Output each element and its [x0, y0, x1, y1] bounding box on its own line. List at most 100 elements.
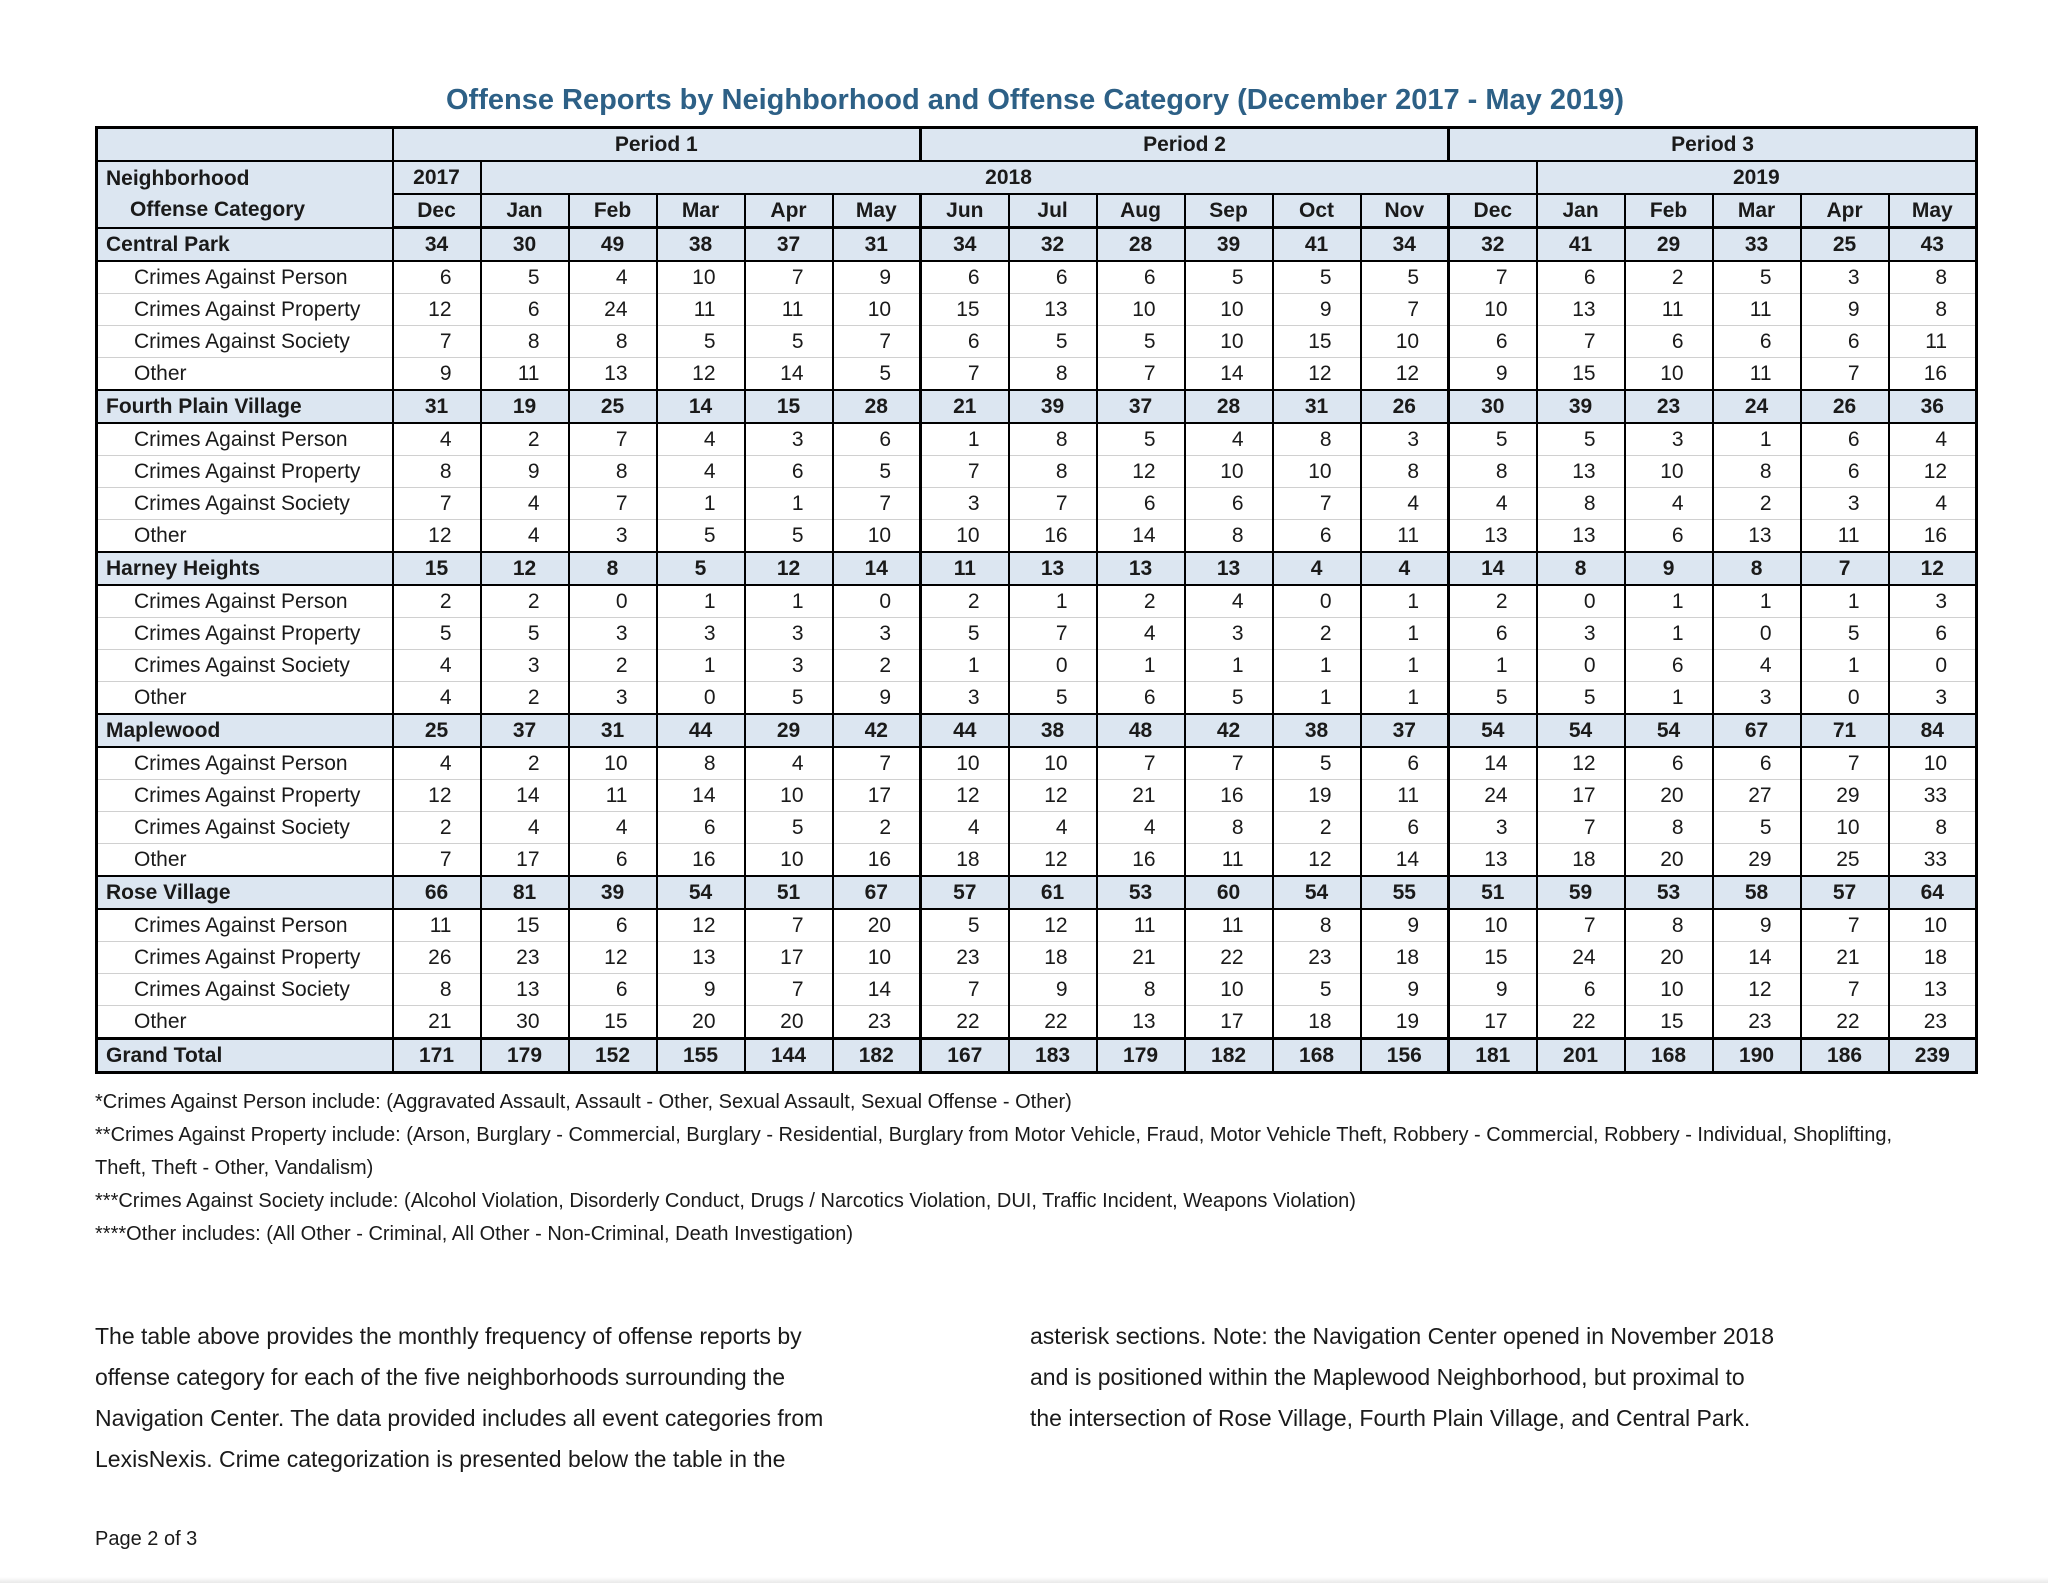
- offense-category-row-value: 12: [1095, 455, 1185, 488]
- offense-category-row-value: 24: [567, 293, 657, 326]
- grand-total-row-value: 171: [391, 1037, 481, 1073]
- year-2019-header: 2019: [1535, 161, 1977, 195]
- grand-total-row-value: 155: [655, 1037, 745, 1073]
- offense-category-row-value: 20: [1623, 941, 1713, 974]
- grand-total-row-value: 168: [1623, 1037, 1713, 1073]
- neighborhood-total-row: Maplewood 25 37 31 44 29 42 44 38 48 42 38 37 54 54 54 6…: [95, 713, 1977, 748]
- offense-category-row-value: 11: [479, 357, 569, 390]
- offense-category-row-value: 12: [1007, 843, 1097, 876]
- offense-category-row-value: 11: [1711, 357, 1801, 390]
- offense-category-row-value: 10: [743, 779, 833, 812]
- offense-category-row-value: 18: [1887, 941, 1977, 974]
- offense-category-row-value: 14: [1447, 746, 1537, 780]
- offense-category-row-value: 12: [1359, 357, 1449, 390]
- offense-category-row-value: 4: [1447, 487, 1537, 520]
- offense-category-row-value: 11: [1359, 779, 1449, 812]
- neighborhood-total-row-value: 48: [1095, 713, 1185, 748]
- offense-category-row-value: 5: [743, 519, 833, 552]
- offense-category-row-value: 3: [743, 617, 833, 650]
- neighborhood-total-row-value: 8: [1711, 551, 1801, 586]
- neighborhood-total-row-value: 31: [391, 389, 481, 424]
- month-header: Feb: [1623, 194, 1713, 229]
- offense-category-row-value: 7: [1799, 973, 1889, 1006]
- offense-category-row-value: 8: [1271, 422, 1361, 456]
- offense-category-row-value: 2: [479, 422, 569, 456]
- neighborhood-total-row-value: 44: [919, 713, 1009, 748]
- offense-category-row-value: 9: [1711, 908, 1801, 942]
- offense-category-row-value: 5: [919, 908, 1009, 942]
- offense-category-row-value: 23: [1271, 941, 1361, 974]
- offense-category-row-value: 8: [1007, 455, 1097, 488]
- neighborhood-total-row-value: 24: [1711, 389, 1801, 424]
- neighborhood-total-row-value: 37: [1095, 389, 1185, 424]
- offense-category-row-value: 2: [479, 746, 569, 780]
- neighborhood-total-row-value: 54: [655, 875, 745, 910]
- offense-category-row-value: 2: [479, 584, 569, 618]
- offense-category-row-value: 10: [1623, 973, 1713, 1006]
- offense-category-row-value: 2: [567, 649, 657, 682]
- offense-category-row-value: 9: [479, 455, 569, 488]
- offense-category-row-value: 26: [391, 941, 481, 974]
- offense-category-row-value: 3: [743, 422, 833, 456]
- offense-category-row-value: 5: [1183, 681, 1273, 714]
- neighborhood-total-row-value: 8: [567, 551, 657, 586]
- neighborhood-total-row-value: 14: [831, 551, 921, 586]
- period-3-header: Period 3: [1447, 127, 1977, 162]
- neighborhood-total-row: Fourth Plain Village 31 19 25 14 15 28 21 39 37 28…: [95, 389, 1977, 424]
- offense-category-row-label: Other: [95, 681, 393, 714]
- neighborhood-total-row-value: 23: [1623, 389, 1713, 424]
- month-header: Sep: [1183, 194, 1273, 229]
- offense-category-row-value: 4: [567, 811, 657, 844]
- offense-category-row-value: 1: [1359, 617, 1449, 650]
- offense-category-row-value: 7: [743, 260, 833, 294]
- neighborhood-total-row-value: 5: [655, 551, 745, 586]
- offense-category-row-value: 12: [655, 908, 745, 942]
- offense-category-row-value: 5: [1095, 422, 1185, 456]
- offense-category-row: Crimes Against Person 2 2 0 1 1 0 2 1 2 4 0 1 2 0 1 1 1 3: [95, 584, 1977, 618]
- offense-category-row-value: 1: [1623, 681, 1713, 714]
- offense-category-row-value: 8: [1183, 811, 1273, 844]
- offense-category-row-value: 0: [1271, 584, 1361, 618]
- grand-total-row-value: 182: [831, 1037, 921, 1073]
- offense-category-row-value: 17: [743, 941, 833, 974]
- neighborhood-total-row-value: 34: [391, 226, 481, 262]
- offense-category-row-value: 7: [1799, 908, 1889, 942]
- neighborhood-total-row-value: 55: [1359, 875, 1449, 910]
- offense-category-row-value: 0: [1799, 681, 1889, 714]
- offense-category-row: Crimes Against Person 4 2 7 4 3 6 1 8 5 4 8 3 5 5 3 1 6 4: [95, 422, 1977, 456]
- offense-category-row: Other 7 17 6 16 10 16 18 12 16 11 12 14 13 18 20 29 25 33: [95, 843, 1977, 876]
- offense-category-row: Crimes Against Society 2 4 4 6 5 2 4 4 4 8 2 6 3 7 8 5 10…: [95, 811, 1977, 844]
- offense-category-row-value: 18: [1535, 843, 1625, 876]
- offense-category-row-value: 4: [479, 811, 569, 844]
- offense-category-row-value: 17: [1535, 779, 1625, 812]
- neighborhood-total-row-label: Rose Village: [95, 875, 393, 910]
- neighborhood-total-row-value: 26: [1799, 389, 1889, 424]
- offense-category-row-value: 18: [1007, 941, 1097, 974]
- offense-category-row-value: 0: [1535, 649, 1625, 682]
- offense-category-row-value: 22: [1799, 1005, 1889, 1039]
- offense-category-row-value: 8: [1887, 260, 1977, 294]
- neighborhood-total-row-value: 71: [1799, 713, 1889, 748]
- offense-category-row-value: 5: [655, 519, 745, 552]
- offense-category-row-value: 1: [743, 487, 833, 520]
- grand-total-row-value: 186: [1799, 1037, 1889, 1073]
- offense-category-row-value: 15: [919, 293, 1009, 326]
- offense-category-row-value: 12: [1271, 357, 1361, 390]
- offense-category-row-value: 6: [1711, 746, 1801, 780]
- page-boundary: [0, 1577, 2048, 1583]
- offense-category-row-value: 4: [479, 487, 569, 520]
- neighborhood-total-row-value: 15: [391, 551, 481, 586]
- body-text-left-column: The table above provides the monthly fre…: [95, 1323, 824, 1472]
- neighborhood-total-row-value: 29: [743, 713, 833, 748]
- month-header: Feb: [567, 194, 657, 229]
- neighborhood-total-row-value: 25: [1799, 226, 1889, 262]
- year-2017-header: 2017: [391, 161, 481, 195]
- offense-category-row: Other 12 4 3 5 5 10 10 16 14 8 6 11 13 13 6 13 11 16: [95, 519, 1977, 552]
- offense-category-row-value: 7: [1535, 325, 1625, 358]
- offense-category-row-value: 10: [1183, 293, 1273, 326]
- neighborhood-total-row-value: 32: [1447, 226, 1537, 262]
- offense-category-row-value: 14: [1711, 941, 1801, 974]
- offense-category-row-value: 12: [1271, 843, 1361, 876]
- offense-category-row-value: 15: [1535, 357, 1625, 390]
- offense-category-row-value: 6: [1007, 260, 1097, 294]
